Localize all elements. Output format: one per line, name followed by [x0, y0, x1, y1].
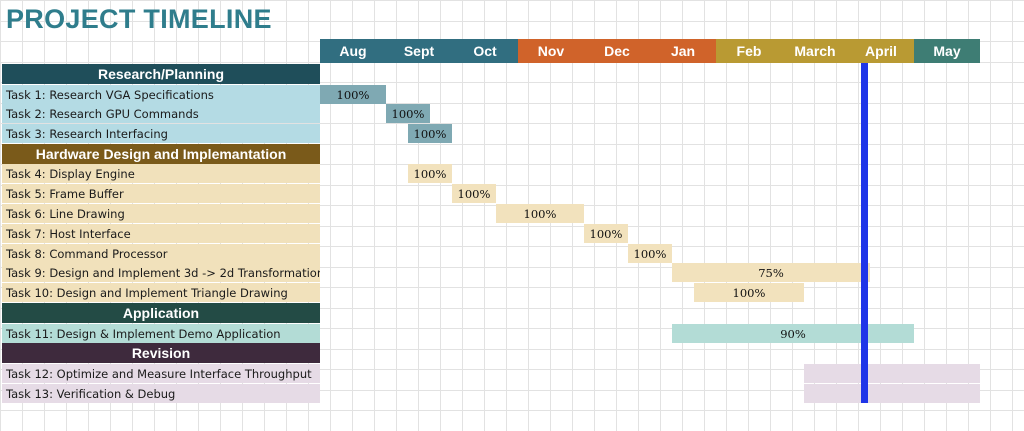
section-header-application: Application [2, 303, 320, 323]
task-label: Task 1: Research VGA Specifications [2, 85, 320, 104]
month-header-april: April [848, 39, 914, 63]
task-label: Task 12: Optimize and Measure Interface … [2, 364, 320, 383]
task-bar: 100% [628, 244, 672, 263]
task-label: Task 4: Display Engine [2, 164, 320, 183]
task-label: Task 9: Design and Implement 3d -> 2d Tr… [2, 263, 320, 282]
task-label: Task 6: Line Drawing [2, 204, 320, 223]
month-header-dec: Dec [584, 39, 650, 63]
task-bar [804, 364, 980, 383]
section-header-hardware-design-and-implemantation: Hardware Design and Implemantation [2, 144, 320, 164]
task-bar [804, 384, 980, 403]
month-header-oct: Oct [452, 39, 518, 63]
task-bar: 100% [408, 124, 452, 143]
month-header-may: May [914, 39, 980, 63]
task-label: Task 11: Design & Implement Demo Applica… [2, 324, 320, 343]
task-bar: 100% [496, 204, 584, 223]
task-label: Task 2: Research GPU Commands [2, 104, 320, 123]
page-title: PROJECT TIMELINE [6, 4, 272, 34]
task-bar: 100% [408, 164, 452, 183]
month-header-aug: Aug [320, 39, 386, 63]
section-header-research-planning: Research/Planning [2, 64, 320, 84]
month-header-sept: Sept [386, 39, 452, 63]
task-label: Task 7: Host Interface [2, 224, 320, 243]
task-label: Task 10: Design and Implement Triangle D… [2, 283, 320, 302]
task-bar: 75% [672, 263, 870, 282]
task-bar: 100% [452, 184, 496, 203]
month-header-feb: Feb [716, 39, 782, 63]
task-label: Task 3: Research Interfacing [2, 124, 320, 143]
task-bar: 100% [320, 85, 386, 104]
task-bar: 100% [584, 224, 628, 243]
task-bar: 100% [694, 283, 804, 302]
task-bar: 90% [672, 324, 914, 343]
task-label: Task 8: Command Processor [2, 244, 320, 263]
section-header-revision: Revision [2, 343, 320, 363]
task-label: Task 5: Frame Buffer [2, 184, 320, 203]
task-label: Task 13: Verification & Debug [2, 384, 320, 403]
task-bar: 100% [386, 104, 430, 123]
month-header-jan: Jan [650, 39, 716, 63]
today-marker [861, 63, 868, 403]
month-header-march: March [782, 39, 848, 63]
month-header-nov: Nov [518, 39, 584, 63]
